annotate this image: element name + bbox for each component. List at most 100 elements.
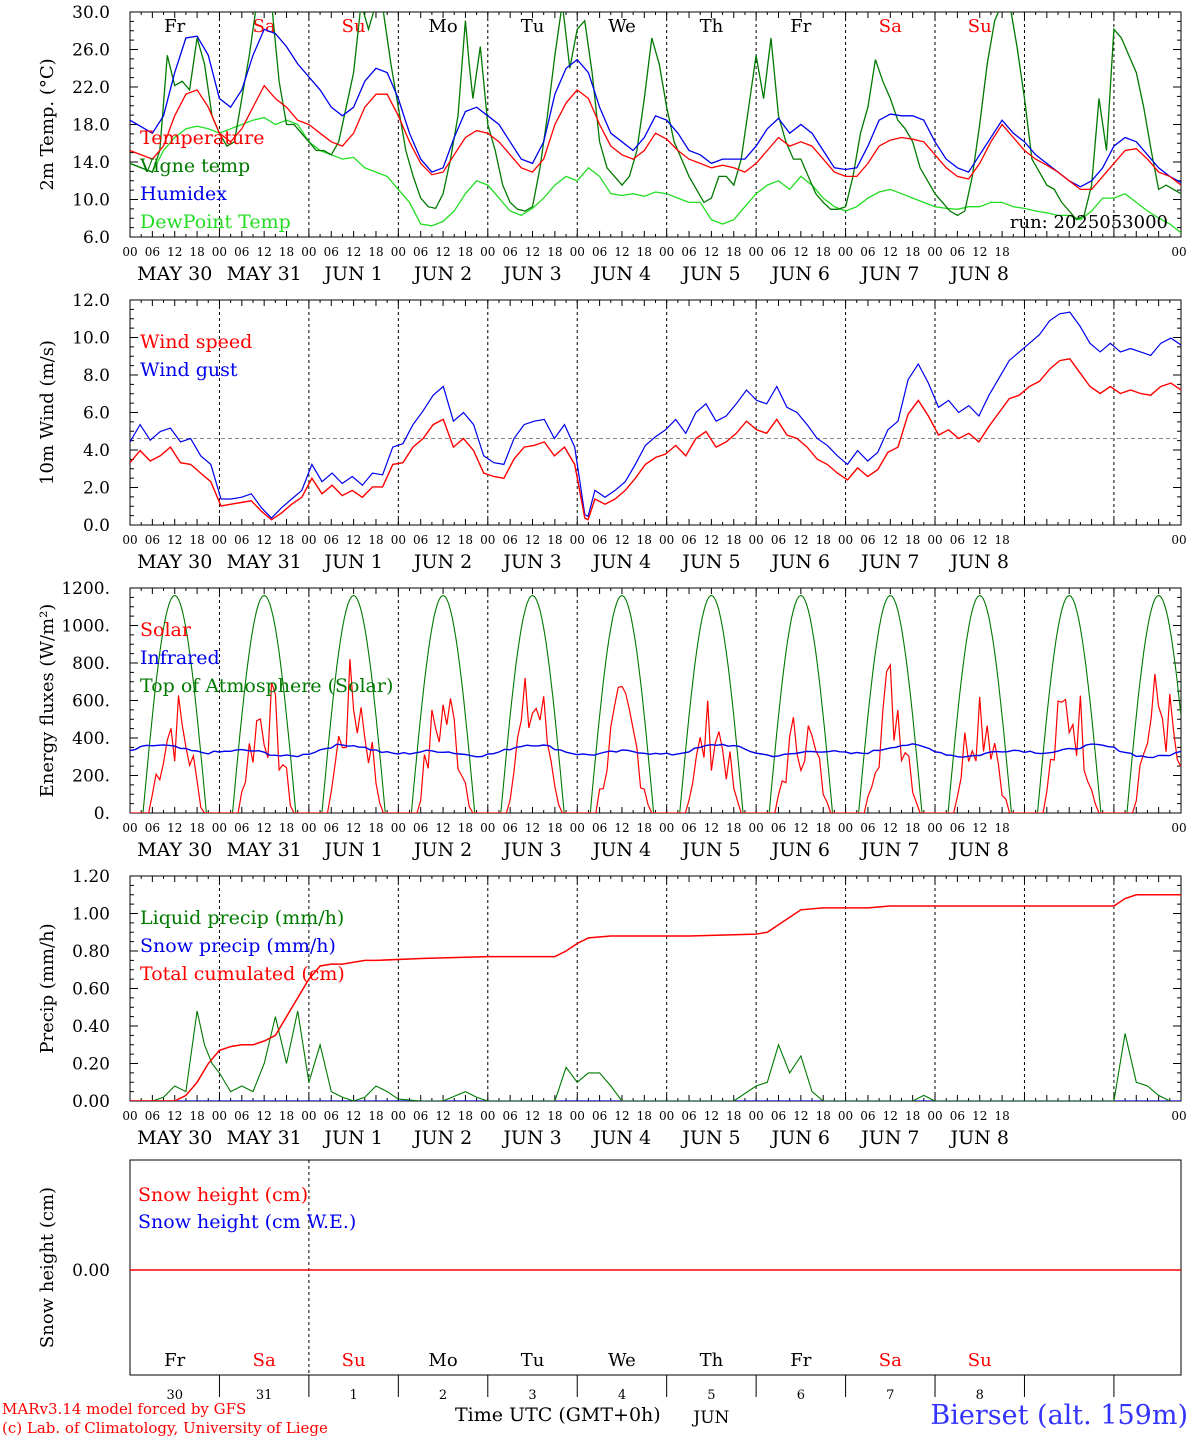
hour-label: 12 (883, 245, 898, 259)
hour-label: 06 (234, 245, 249, 259)
series-liquid-precip (130, 1010, 1171, 1101)
hour-label: 00 (212, 821, 227, 835)
date-label: JUN 7 (859, 263, 919, 285)
hour-label: 18 (547, 533, 562, 547)
date-label: JUN 2 (412, 839, 472, 861)
hour-label: 06 (860, 533, 875, 547)
hour-label: 12 (704, 533, 719, 547)
hour-label: 00 (212, 1109, 227, 1123)
y-tick-label: 800. (72, 654, 110, 674)
hour-label: 06 (503, 533, 518, 547)
hour-label: 06 (324, 821, 339, 835)
hour-label: 12 (346, 245, 361, 259)
hour-label: 12 (167, 821, 182, 835)
weekday-label: Tu (521, 16, 545, 37)
hour-label: 06 (413, 245, 428, 259)
hour-label: 06 (950, 245, 965, 259)
day-number: 7 (886, 1388, 894, 1403)
hour-label: 18 (994, 1109, 1009, 1123)
day-number: 4 (618, 1388, 626, 1403)
hour-label: 12 (257, 245, 272, 259)
date-label: JUN 4 (591, 1127, 651, 1149)
hour-label: 00 (480, 1109, 495, 1123)
hour-label: 12 (435, 821, 450, 835)
hour-label: 12 (525, 245, 540, 259)
y-tick-label: 10.0 (72, 191, 110, 211)
series-temperature (130, 84, 1181, 191)
series-dewpoint-temp (130, 116, 1181, 234)
y-tick-label: 1000. (61, 617, 110, 637)
hour-label: 18 (905, 533, 920, 547)
hour-label: 12 (793, 245, 808, 259)
hour-label: 00 (927, 1109, 942, 1123)
day-number: 6 (797, 1388, 805, 1403)
hour-label: 18 (189, 245, 204, 259)
y-tick-label: 1.00 (72, 905, 110, 925)
legend-entry: Infrared (140, 647, 220, 669)
series-humidex (130, 28, 1181, 188)
weekday-label: Fr (164, 16, 185, 37)
hour-label: 06 (771, 245, 786, 259)
lab-credit: (c) Lab. of Climatology, University of L… (2, 1419, 328, 1437)
series-wind-speed (130, 358, 1181, 521)
hour-label: 12 (525, 1109, 540, 1123)
date-label: MAY 30 (137, 1127, 212, 1149)
hour-label: 00 (301, 1109, 316, 1123)
hour-label: 06 (860, 1109, 875, 1123)
date-label: JUN 4 (591, 551, 651, 573)
hour-label: 06 (860, 821, 875, 835)
y-tick-label: 0.20 (72, 1055, 110, 1075)
weekday-label: Sa (879, 16, 902, 37)
hour-label: 18 (816, 1109, 831, 1123)
hour-label: 18 (547, 245, 562, 259)
y-tick-label: 400. (72, 729, 110, 749)
hour-label: 12 (435, 533, 450, 547)
hour-label: 12 (883, 533, 898, 547)
y-tick-label: 0.60 (72, 980, 110, 1000)
hour-label: 12 (883, 821, 898, 835)
weekday-label: Th (700, 16, 724, 37)
date-label: JUN 7 (859, 551, 919, 573)
panel-1: 00 06 12 18 00 06 12 18 00 06 12 18 00 06 12 18 00 06 12 18… (37, 3, 1187, 285)
date-label: JUN 8 (949, 551, 1009, 573)
hour-label: 18 (637, 533, 652, 547)
y-tick-label: 0. (94, 804, 110, 824)
hour-label: 00 (838, 821, 853, 835)
date-label: MAY 30 (137, 263, 212, 285)
legend-entry: Solar (140, 619, 192, 641)
hour-label: 12 (167, 533, 182, 547)
hour-label: 18 (547, 821, 562, 835)
hour-label: 00 (838, 1109, 853, 1123)
hour-label: 00 (570, 1109, 585, 1123)
hour-label: 00 (301, 245, 316, 259)
y-tick-label: 14.0 (72, 153, 110, 173)
weekday-label: Sa (253, 16, 276, 37)
date-label: JUN 8 (949, 263, 1009, 285)
hour-label: 12 (346, 533, 361, 547)
y-tick-label: 600. (72, 692, 110, 712)
hour-label: 18 (189, 533, 204, 547)
hour-label: 00 (391, 533, 406, 547)
date-label: JUN 6 (770, 839, 830, 861)
hour-label: 18 (905, 1109, 920, 1123)
hour-label: 18 (994, 821, 1009, 835)
day-number: 5 (707, 1388, 715, 1403)
hour-label: 06 (681, 1109, 696, 1123)
hour-label: 00 (122, 821, 137, 835)
legend-entry: Liquid precip (mm/h) (140, 907, 344, 929)
hour-label: 12 (346, 821, 361, 835)
panel-2: 00 06 12 18 00 06 12 18 00 06 12 18 00 06 12 18 00 06 12 18… (37, 291, 1187, 573)
hour-label: 12 (793, 533, 808, 547)
hour-label: 00 (748, 821, 763, 835)
hour-label: 18 (189, 1109, 204, 1123)
date-label: JUN 5 (680, 263, 740, 285)
day-number: 8 (976, 1388, 984, 1403)
day-number: 2 (439, 1388, 447, 1403)
hour-label: 00 (480, 245, 495, 259)
hour-label: 12 (167, 1109, 182, 1123)
weekday-label: Su (968, 1350, 992, 1371)
hour-label: 12 (883, 1109, 898, 1123)
weekday-label: Th (700, 1350, 724, 1371)
weekday-label: Su (342, 16, 366, 37)
hour-label: 06 (860, 245, 875, 259)
